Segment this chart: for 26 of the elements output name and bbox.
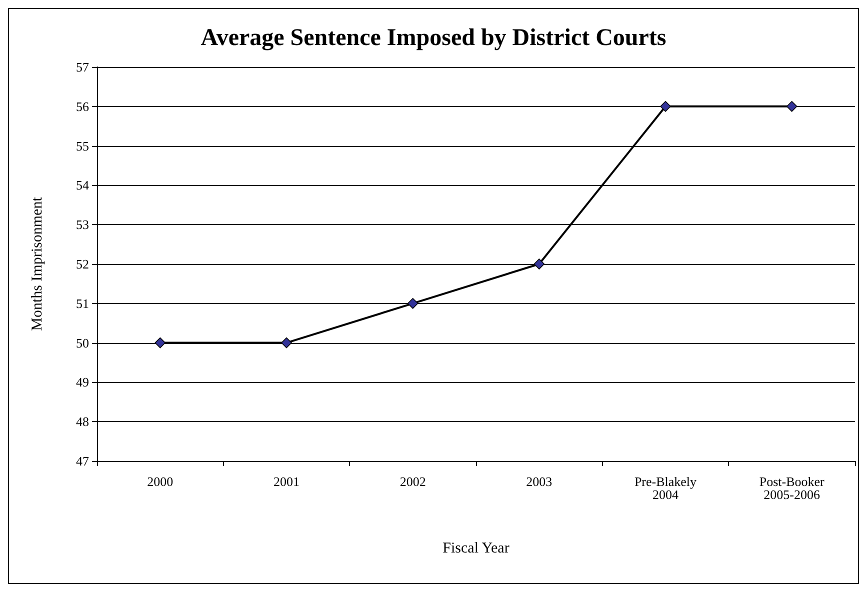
point <box>786 101 798 112</box>
x-tick-label: 2001 <box>274 474 300 489</box>
y-tick-label: 55 <box>76 138 89 154</box>
y-tick-label: 53 <box>76 217 89 232</box>
x-tick-label: 2003 <box>526 474 552 489</box>
point <box>660 101 671 112</box>
point <box>154 337 166 348</box>
y-tick-label: 51 <box>76 296 89 311</box>
x-tick-label: Post-Booker 2005-2006 <box>759 474 826 502</box>
chart-title: Average Sentence Imposed by District Courts <box>200 25 666 51</box>
point <box>407 298 418 309</box>
y-tick-label: 48 <box>76 414 89 430</box>
y-tick-label: 56 <box>76 98 90 114</box>
y-tick-label: 52 <box>76 256 89 272</box>
x-tick-label: Pre-Blakely 2004 <box>634 474 698 502</box>
y-tick-label: 57 <box>76 60 90 74</box>
y-tick-label: 47 <box>76 454 90 468</box>
point <box>534 258 545 270</box>
y-axis-title: Months Imprisonment <box>30 196 46 331</box>
point <box>281 337 292 348</box>
y-tick-label: 49 <box>76 374 89 390</box>
x-tick-label: 2002 <box>400 474 426 489</box>
x-axis-title: Fiscal Year <box>442 540 510 556</box>
y-tick-label: 54 <box>76 178 90 193</box>
x-tick-label: 2000 <box>147 474 174 489</box>
y-tick-label: 50 <box>76 335 89 350</box>
